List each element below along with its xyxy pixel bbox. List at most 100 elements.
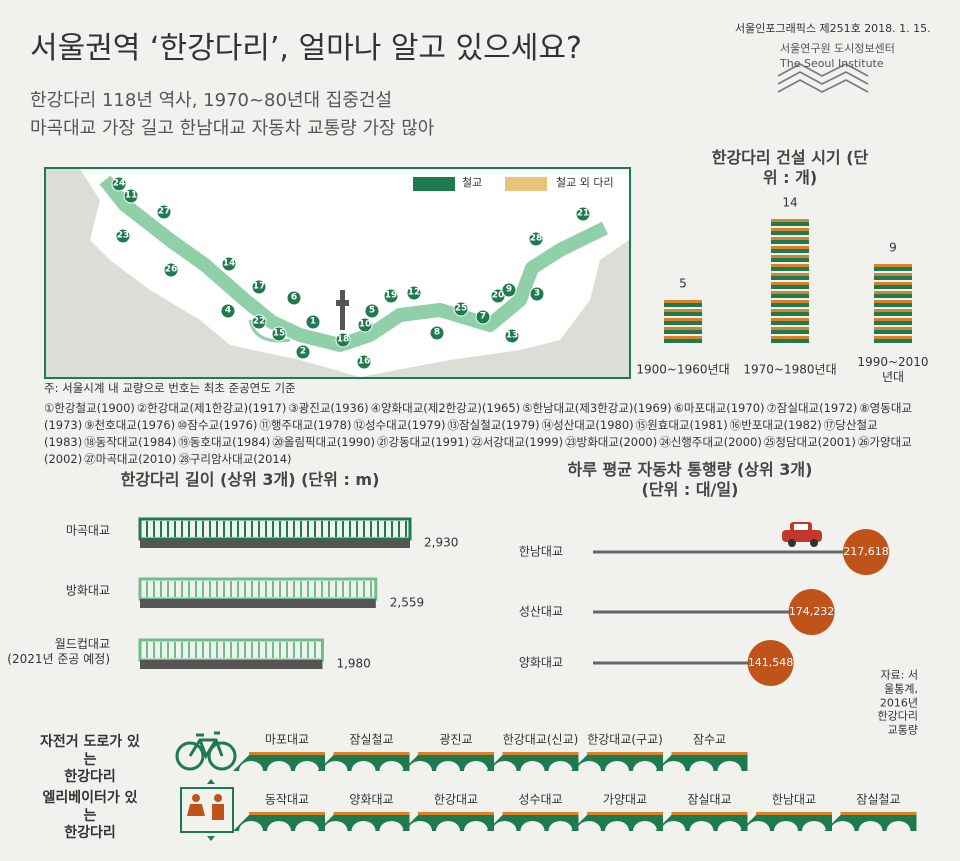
stack-icon <box>771 246 809 249</box>
map-marker-label: 3 <box>533 288 541 299</box>
bridge-icon <box>233 812 325 831</box>
bridge-entry: ⑯반포대교(1982) <box>729 418 822 432</box>
map-marker-label: 26 <box>164 264 178 275</box>
subtitle: 한강다리 118년 역사, 1970~80년대 집중건설 <box>30 90 393 111</box>
map-marker-label: 5 <box>368 305 376 316</box>
traffic-dot <box>788 589 835 635</box>
bike-bridge: 잠실철교 <box>349 732 394 747</box>
elevator-bridge: 성수대교 <box>518 792 563 807</box>
bridge-top <box>333 812 410 815</box>
map-marker <box>163 262 179 278</box>
map-marker-label: 28 <box>529 233 543 244</box>
car-icon <box>782 522 822 547</box>
map-marker <box>406 285 422 301</box>
map-marker <box>383 288 399 304</box>
stack-icon <box>771 291 809 294</box>
legend-label: 철교 외 다리 <box>556 176 614 189</box>
map-marker <box>453 301 469 317</box>
bridge-entry: ⑭성산대교(1980) <box>541 418 634 432</box>
bridge-icon <box>571 812 663 831</box>
map-marker-label: 21 <box>576 208 590 219</box>
category-label: 마곡대교 <box>65 523 110 538</box>
length-bar <box>138 517 412 548</box>
traffic-dot <box>843 529 889 575</box>
category-label: 방화대교 <box>65 583 110 598</box>
stack-icon <box>874 282 912 285</box>
stack-icon <box>874 291 912 294</box>
bridge-body <box>402 815 494 831</box>
stack-bar <box>664 300 702 343</box>
bike-bridge: 광진교 <box>439 732 473 747</box>
stack-icon <box>664 312 702 316</box>
length-bar <box>138 577 378 608</box>
map-marker <box>575 206 591 222</box>
value-label: 9 <box>889 240 897 255</box>
tower <box>336 290 349 330</box>
bridge-body <box>486 815 579 831</box>
chart-title: 한강다리 길이 (상위 3개) (단위 : m) <box>120 470 380 489</box>
stack-icon <box>874 276 912 280</box>
bridge-entry: ⑬잠실철교(1979) <box>447 418 540 432</box>
elevator-bridge: 한남대교 <box>771 792 817 807</box>
stack-icon <box>771 276 809 280</box>
stack-icon <box>771 327 809 330</box>
stack-icon <box>874 300 912 303</box>
map-marker <box>123 188 139 204</box>
stack-icon <box>874 318 912 321</box>
stack-icon <box>771 267 809 271</box>
bridge-icon <box>402 752 494 771</box>
stack-icon <box>664 330 702 334</box>
map-marker <box>357 317 373 333</box>
value-label: 2,559 <box>389 595 425 610</box>
map-marker-label: 24 <box>112 178 126 189</box>
bridge-entry: ⑪행주대교(1978) <box>259 418 352 432</box>
map-marker-label: 16 <box>357 356 371 367</box>
bridge-entry: ①한강철교(1900) <box>44 401 135 415</box>
map-marker <box>501 282 517 298</box>
bridge-top <box>671 752 748 755</box>
map-marker-label: 13 <box>505 330 519 341</box>
issue: 서울인포그래픽스 제251호 2018. 1. 15. <box>735 22 931 35</box>
map-marker-label: 14 <box>222 258 236 269</box>
elevator-bridge: 양화대교 <box>349 792 394 807</box>
stack-icon <box>874 330 912 334</box>
stack-icon <box>664 327 702 330</box>
bike-bridge: 마포대교 <box>264 732 310 747</box>
map-marker <box>305 314 321 330</box>
map-note: 주: 서울시계 내 교량으로 번호는 최초 준공연도 기준 <box>44 381 296 395</box>
category-label: 월드컵대교 (2021년 준공 예정) <box>7 637 110 666</box>
bike-bridge: 잠수교 <box>692 732 727 747</box>
bridge-top <box>418 752 494 755</box>
legend-rail <box>413 177 455 191</box>
bike-icon <box>175 731 237 771</box>
bridge-entry: ㉔신행주대교(2000) <box>659 435 762 449</box>
bridge-entry: ⑫성수대교(1979) <box>353 418 446 432</box>
stack-icon <box>874 273 912 276</box>
category-label: 양화대교 <box>518 655 563 670</box>
map-marker-label: 9 <box>505 284 513 295</box>
map-marker-label: 20 <box>491 290 505 301</box>
value-label: 217,618 <box>843 545 889 559</box>
value-label: 174,232 <box>788 605 835 619</box>
stack-icon <box>771 321 809 325</box>
stack-icon <box>874 312 912 316</box>
map-marker <box>156 204 172 220</box>
map-marker <box>529 286 545 302</box>
map-marker-label: 4 <box>224 305 232 316</box>
category-label: 1970~1980년대 <box>743 362 837 377</box>
category-label: 한남대교 <box>518 544 563 559</box>
stack-icon <box>771 330 809 334</box>
elevator-bridge: 가양대교 <box>602 792 648 807</box>
stack-icon <box>874 321 912 325</box>
bridge-entry: ②한강대교(제1한강교)(1917) <box>136 401 287 415</box>
bridge-body <box>402 755 494 771</box>
stack-bar <box>874 264 912 343</box>
map-marker-label: 6 <box>290 292 298 303</box>
map-marker <box>286 290 302 306</box>
bridge-top <box>840 812 917 815</box>
bridge-top <box>502 752 579 755</box>
map-marker <box>295 344 311 360</box>
map-marker-label: 15 <box>272 328 286 339</box>
subtitle: 마곡대교 가장 길고 한남대교 자동차 교통량 가장 많아 <box>30 118 435 139</box>
